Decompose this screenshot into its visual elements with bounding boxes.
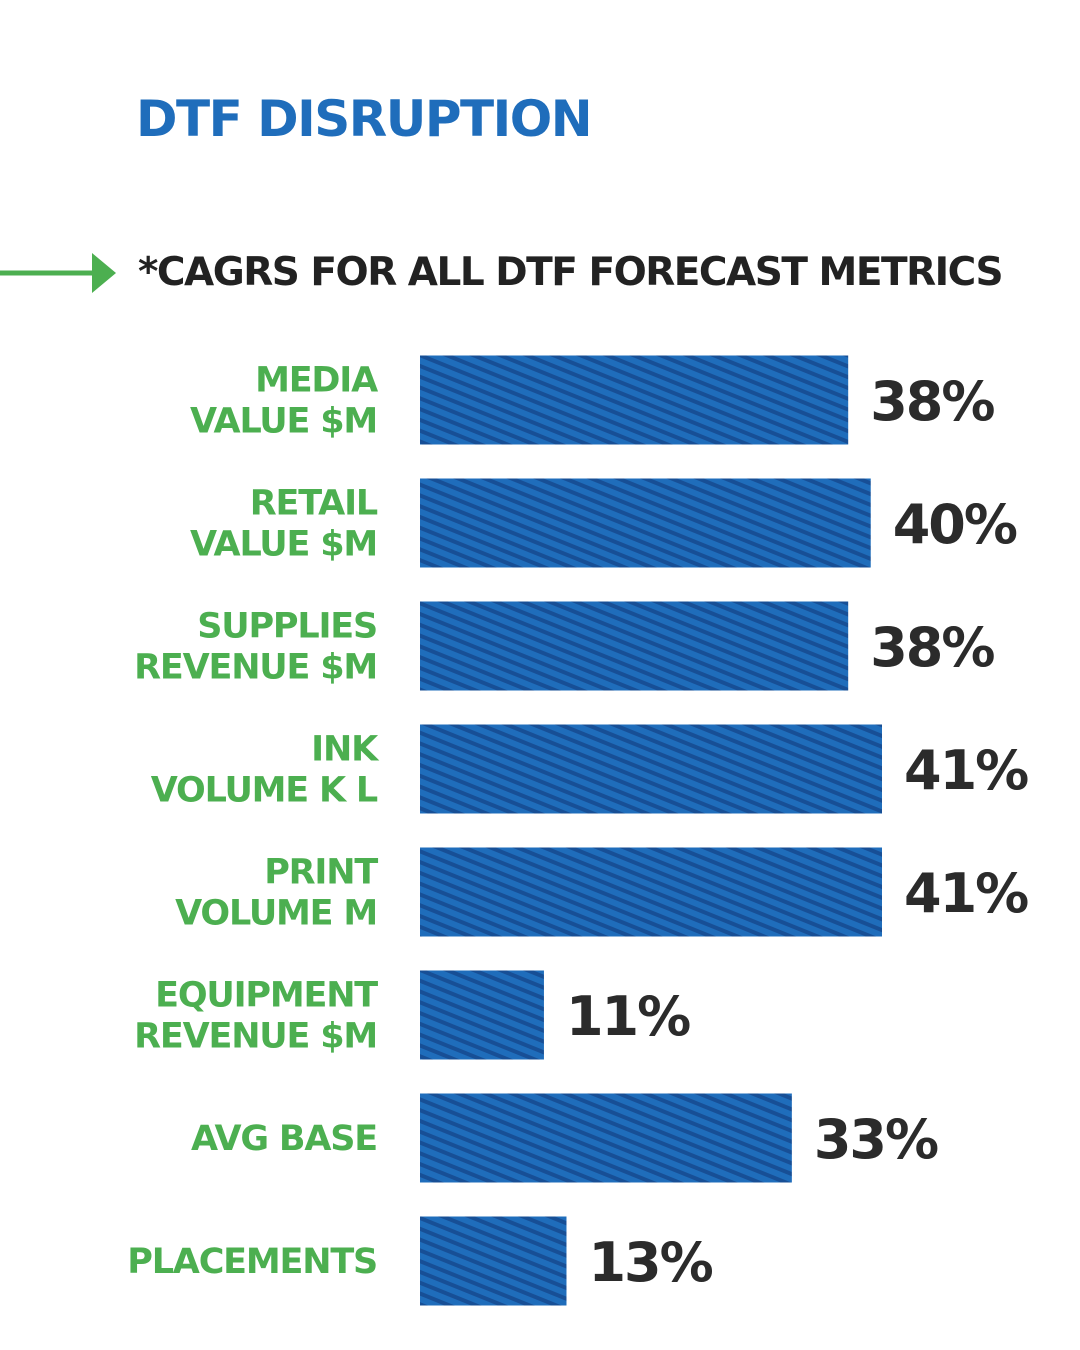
bar: [420, 1216, 567, 1306]
category-label-line: REVENUE $M: [134, 648, 377, 688]
bar: [420, 724, 882, 814]
value-label: 13%: [588, 1231, 712, 1294]
page-title: DTF DISRUPTION: [136, 90, 593, 148]
category-label: AVG BASE: [191, 1119, 377, 1159]
value-label: 33%: [814, 1108, 938, 1171]
value-label: 38%: [870, 616, 994, 679]
category-label: RETAIL VALUE $M: [190, 484, 378, 565]
bar: [420, 847, 882, 937]
category-label: SUPPLIES REVENUE $M: [134, 607, 377, 688]
category-label: PLACEMENTS: [127, 1242, 377, 1282]
value-label: 41%: [904, 739, 1028, 802]
chart-subtitle: *CAGRS FOR ALL DTF FORECAST METRICS: [138, 250, 1004, 295]
category-label-line: REVENUE $M: [134, 1017, 377, 1057]
category-label-line: INK: [311, 730, 380, 770]
value-label: 11%: [566, 985, 690, 1048]
category-label: MEDIA VALUE $M: [190, 361, 378, 442]
bar: [420, 355, 849, 445]
category-label-line: AVG BASE: [191, 1119, 377, 1159]
bar-row: PRINT VOLUME M 41%: [175, 847, 1030, 937]
category-label-line: SUPPLIES: [197, 607, 377, 647]
bar-row: INK VOLUME K L 41%: [151, 724, 1030, 814]
bar-row: PLACEMENTS 13%: [127, 1216, 715, 1306]
category-label-line: PRINT: [264, 853, 378, 893]
category-label-line: VOLUME M: [175, 894, 377, 934]
category-label-line: VALUE $M: [190, 525, 377, 565]
category-label-line: PLACEMENTS: [127, 1242, 377, 1282]
category-label-line: EQUIPMENT: [155, 976, 378, 1016]
arrow-right-icon: [0, 253, 116, 293]
category-label-line: VALUE $M: [190, 402, 377, 442]
bar-row: MEDIA VALUE $M 38%: [190, 355, 996, 445]
bar: [420, 970, 544, 1060]
bar: [420, 478, 871, 568]
category-label-line: RETAIL: [250, 484, 378, 524]
value-label: 40%: [893, 493, 1017, 556]
bars-group: MEDIA VALUE $M 38%RETAIL VALUE $M 40%SUPPLIE…: [127, 355, 1030, 1306]
value-label: 41%: [904, 862, 1028, 925]
value-label: 38%: [870, 370, 994, 433]
bar-row: RETAIL VALUE $M 40%: [190, 478, 1019, 568]
category-label: EQUIPMENT REVENUE $M: [134, 976, 378, 1057]
bar-row: EQUIPMENT REVENUE $M 11%: [134, 970, 692, 1060]
category-label-line: MEDIA: [255, 361, 378, 401]
bar: [420, 601, 849, 691]
category-label: INK VOLUME K L: [151, 730, 380, 811]
category-label-line: VOLUME K L: [151, 771, 378, 811]
bar-row: AVG BASE 33%: [191, 1093, 940, 1183]
category-label: PRINT VOLUME M: [175, 853, 378, 934]
bar: [420, 1093, 792, 1183]
bar-row: SUPPLIES REVENUE $M 38%: [134, 601, 996, 691]
